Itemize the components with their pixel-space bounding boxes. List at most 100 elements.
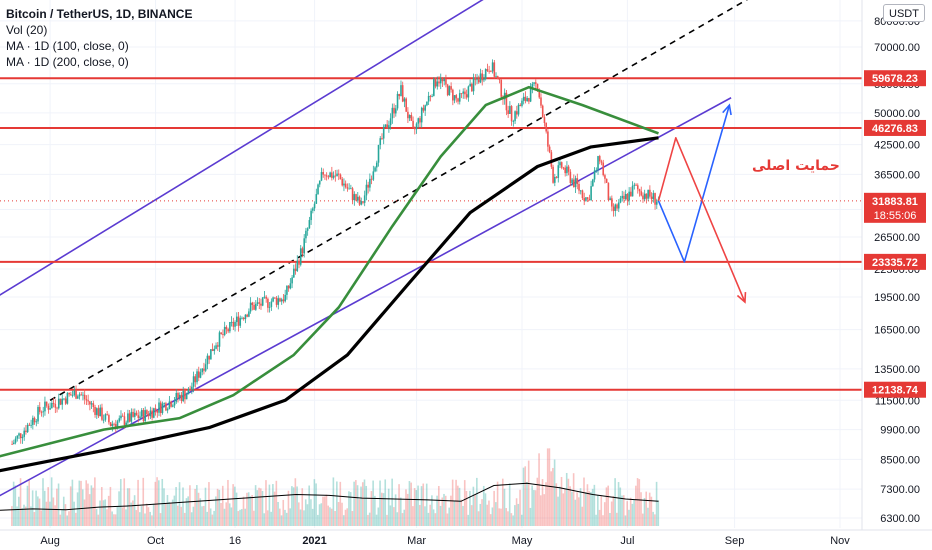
volume-bar: [223, 508, 226, 526]
candle-body: [11, 443, 13, 445]
current-price-tag: [864, 192, 926, 223]
candle-body: [52, 402, 55, 404]
candle-body: [612, 206, 615, 211]
candle-body: [222, 333, 224, 335]
candle-body: [486, 69, 489, 71]
candle-body: [384, 124, 387, 127]
candle-body: [166, 408, 169, 411]
volume-bar: [92, 487, 94, 526]
candle-body: [443, 79, 445, 82]
candle-body: [76, 396, 79, 399]
candle-body: [633, 184, 636, 186]
candle-body: [647, 189, 649, 199]
volume-bar: [529, 507, 532, 526]
volume-bar: [576, 492, 578, 526]
volume-bar: [491, 507, 494, 526]
volume-bar: [463, 480, 466, 526]
price-tick-label: 11500.00: [875, 395, 920, 407]
candle-body: [263, 296, 266, 298]
candle-body: [655, 201, 658, 205]
currency-button[interactable]: USDT: [883, 4, 925, 22]
volume-bar: [183, 512, 186, 526]
volume-bar: [299, 509, 302, 526]
candle-body: [170, 401, 172, 407]
level-price-tag: [864, 381, 926, 398]
candle-body: [458, 93, 461, 102]
candle-body: [519, 104, 522, 106]
volume-bar: [657, 500, 660, 526]
volume-bar: [647, 507, 649, 526]
candle-body: [78, 394, 81, 397]
candle-body: [30, 424, 32, 426]
volume-bar: [242, 496, 245, 526]
volume-bar: [139, 512, 141, 526]
candle-body: [635, 184, 637, 186]
candle-body: [246, 314, 248, 317]
volume-bar: [574, 499, 577, 526]
time-tick-label: 2021: [302, 535, 326, 547]
candle-body: [367, 184, 369, 188]
candle-body: [407, 111, 409, 119]
volume-bar: [424, 506, 426, 526]
volume-bar: [624, 515, 627, 526]
volume-bar: [446, 513, 449, 526]
candle-body: [604, 175, 606, 179]
volume-bar: [306, 504, 309, 526]
candle-body: [522, 96, 525, 101]
volume-bar: [538, 453, 540, 526]
volume-bar: [351, 511, 354, 526]
candle-body: [35, 421, 38, 423]
candle-body: [332, 175, 335, 178]
candle-body: [239, 318, 242, 326]
volume-bar: [393, 507, 395, 526]
volume-bar: [298, 502, 300, 526]
candle-body: [410, 114, 413, 121]
candle-body: [559, 162, 561, 166]
candle-body: [574, 178, 577, 188]
candle-body: [429, 95, 432, 97]
candle-body: [237, 316, 240, 326]
candle-body: [187, 388, 190, 395]
volume-bar: [503, 488, 506, 526]
projection-down-path-arrowhead: [736, 292, 747, 304]
volume-bar: [633, 500, 635, 526]
volume-bar: [313, 479, 316, 526]
candle-body: [490, 71, 492, 73]
candle-body: [493, 62, 496, 77]
candle-body: [301, 248, 304, 254]
volume-bar: [565, 472, 568, 526]
candle-body: [28, 424, 31, 426]
volume-bar: [90, 485, 93, 526]
candle-body: [291, 277, 293, 284]
volume-bar: [164, 502, 167, 526]
volume-bar: [616, 512, 618, 526]
candle-body: [362, 201, 364, 203]
volume-bar: [339, 481, 342, 526]
candle-body: [97, 408, 100, 417]
candle-body: [426, 101, 428, 106]
volume-bar: [394, 494, 397, 526]
candle-body: [554, 176, 556, 183]
volume-bar: [218, 489, 221, 526]
volume-bar: [526, 481, 528, 526]
volume-bar: [189, 485, 191, 526]
volume-bar: [579, 488, 582, 526]
candle-body: [178, 394, 181, 398]
candle-body: [115, 424, 117, 428]
candle-body: [621, 195, 624, 199]
volume-bar: [586, 484, 589, 526]
candle-body: [113, 423, 115, 425]
volume-bar: [652, 511, 654, 526]
volume-bar: [268, 484, 271, 526]
candle-body: [405, 98, 407, 112]
volume-bar: [591, 488, 594, 526]
candle-body: [602, 162, 605, 176]
candle-body: [350, 188, 352, 190]
volume-bar: [26, 485, 29, 526]
volume-bar: [261, 490, 264, 526]
channel-line: [0, 0, 484, 296]
volume-bar: [517, 503, 520, 526]
price-tick-label: 70000.00: [874, 42, 920, 54]
candle-body: [139, 416, 141, 418]
